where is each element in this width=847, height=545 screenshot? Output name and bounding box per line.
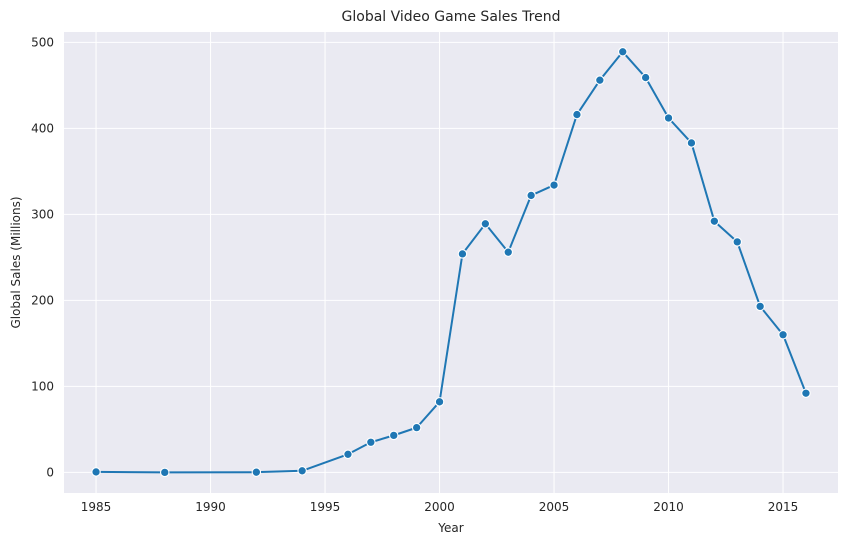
y-tick-label: 400: [31, 121, 54, 135]
data-point: [434, 397, 445, 407]
data-point: [732, 237, 742, 247]
y-tick-label: 300: [31, 207, 54, 221]
y-tick-label: 200: [31, 293, 54, 307]
x-tick-label: 1990: [195, 500, 226, 514]
data-point: [366, 437, 376, 448]
data-point: [526, 190, 536, 201]
y-tick-label: 100: [31, 379, 54, 393]
data-point: [457, 249, 468, 259]
data-point: [686, 138, 697, 148]
tick-labels: 1985 1990 1995 2000 2005 2010 2015 0 100 200 300 40…: [31, 35, 798, 514]
data-point: [503, 247, 513, 257]
grid-lines: [64, 32, 838, 493]
x-tick-label: 2015: [768, 500, 799, 514]
y-tick-label: 500: [31, 35, 54, 49]
data-point: [572, 109, 582, 120]
data-point: [801, 388, 811, 398]
x-tick-label: 2010: [653, 500, 684, 514]
x-tick-label: 2000: [424, 500, 455, 514]
data-point: [91, 467, 101, 477]
data-point: [595, 75, 605, 85]
data-point: [411, 422, 422, 433]
data-point: [549, 180, 559, 190]
x-tick-label: 2005: [539, 500, 570, 514]
y-tick-label: 0: [46, 465, 54, 479]
data-point: [343, 449, 353, 460]
data-point: [389, 430, 399, 441]
data-point: [663, 113, 674, 123]
series-layer: [91, 47, 811, 478]
plot-area: [64, 32, 838, 493]
data-point: [709, 216, 720, 226]
x-axis-title: Year: [437, 521, 463, 535]
data-point: [617, 47, 628, 57]
data-point: [251, 467, 262, 477]
x-tick-label: 1995: [310, 500, 341, 514]
y-axis-title: Global Sales (Millions): [9, 196, 23, 328]
data-point: [755, 301, 765, 312]
data-point: [778, 329, 788, 340]
x-tick-label: 1985: [81, 500, 112, 514]
chart-title: Global Video Game Sales Trend: [342, 9, 561, 25]
data-point: [297, 466, 307, 476]
data-point: [640, 72, 651, 83]
data-point: [160, 467, 170, 478]
data-point: [480, 219, 491, 229]
